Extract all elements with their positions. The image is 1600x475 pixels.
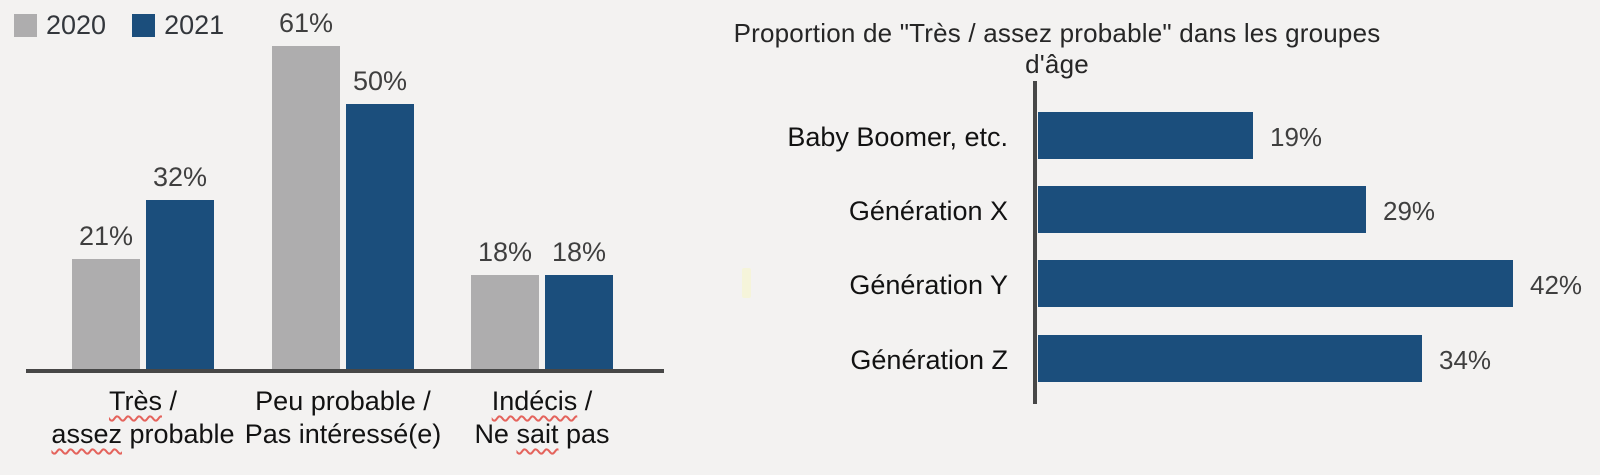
bar-2020-peu-probable <box>272 46 340 371</box>
bar-2020-tres <box>72 259 140 371</box>
bar-value-label: 18% <box>551 237 607 267</box>
y-axis-line <box>1033 81 1037 404</box>
legend-item-2020: 2020 <box>14 12 106 39</box>
misspelled-word: Indécis <box>491 386 578 416</box>
bar-value-label: 34% <box>1439 344 1492 375</box>
legend-label: 2021 <box>164 10 225 40</box>
bar-2021-indecis <box>545 275 613 371</box>
category-label-peu-probable: Peu probable / Pas intéressé(e) <box>244 386 442 449</box>
misspelled-word: assez <box>51 419 122 449</box>
bar-value-label: 29% <box>1383 195 1436 226</box>
chart-legend: 2020 2021 <box>14 12 224 39</box>
bar-baby-boomer-etc <box>1038 112 1253 159</box>
category-label-generation-x: Génération X <box>848 195 1008 226</box>
bar-generation-x <box>1038 186 1366 233</box>
chart-title: Proportion de "Très / assez probable" da… <box>733 18 1381 79</box>
bar-value-label: 21% <box>78 221 134 251</box>
bar-value-label: 32% <box>152 162 208 192</box>
x-axis-line <box>26 369 664 373</box>
legend-item-2021: 2021 <box>132 12 224 39</box>
bar-value-label: 50% <box>352 66 408 96</box>
bar-generation-y <box>1038 260 1513 307</box>
bar-2020-indecis <box>471 275 539 371</box>
bar-2021-tres <box>146 200 214 371</box>
legend-swatch-2020 <box>14 14 37 37</box>
pale-highlight-artifact <box>742 268 751 298</box>
bar-value-label: 42% <box>1530 269 1583 300</box>
bar-2021-peu-probable <box>346 104 414 371</box>
misspelled-word: Très <box>108 386 162 416</box>
bar-value-label: 18% <box>477 237 533 267</box>
category-label-generation-y: Génération Y <box>849 269 1008 300</box>
legend-swatch-2021 <box>132 14 156 37</box>
category-label-indecis: Indécis / Ne sait pas <box>474 386 610 449</box>
category-label-generation-z: Génération Z <box>850 344 1008 375</box>
category-label-baby-boomer-etc: Baby Boomer, etc. <box>787 121 1008 152</box>
bar-generation-z <box>1038 335 1422 382</box>
bar-value-label: 19% <box>1270 121 1323 152</box>
bar-value-label: 61% <box>278 8 334 38</box>
category-label-tres: Très / assez probable <box>51 386 235 449</box>
misspelled-word: sait <box>516 419 559 449</box>
legend-label: 2020 <box>46 10 107 40</box>
